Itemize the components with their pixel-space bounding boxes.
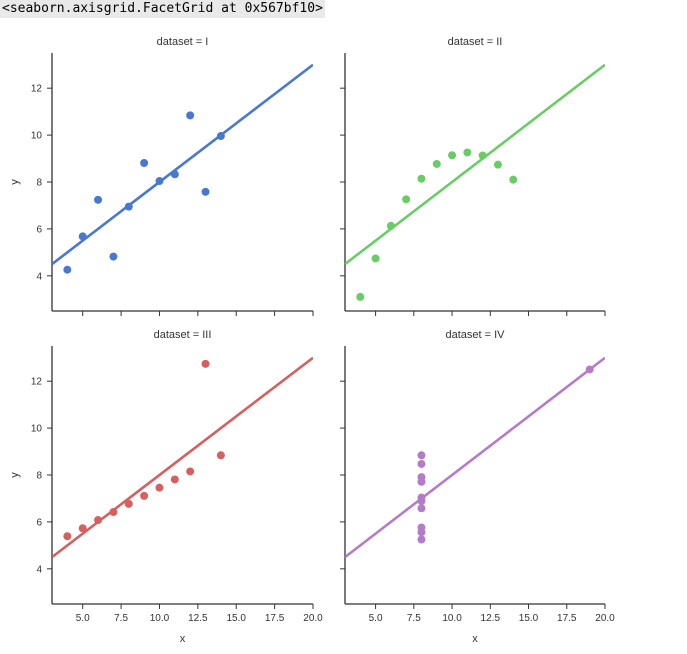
data-point [63, 532, 72, 541]
data-point [170, 170, 179, 179]
regression-line [52, 356, 313, 559]
data-point [78, 232, 87, 241]
y-axis-title: y [9, 472, 21, 478]
data-point [170, 475, 179, 484]
y-tick-label: 10 [31, 424, 43, 435]
data-point [124, 499, 133, 508]
y-tick-label: 6 [36, 517, 42, 528]
data-point [417, 174, 426, 183]
data-point [478, 151, 487, 160]
x-tick-label: 7.5 [407, 613, 421, 624]
regression-line [345, 63, 605, 266]
data-point [402, 195, 411, 204]
y-tick-label: 6 [36, 224, 42, 235]
y-axis-title: y [9, 179, 21, 185]
data-point [216, 132, 225, 141]
data-point [63, 265, 72, 274]
data-point [124, 202, 133, 211]
data-point [94, 516, 103, 525]
x-axis-title: x [472, 633, 478, 645]
data-point [448, 151, 457, 160]
panel-title: dataset = I [157, 36, 209, 48]
data-point [155, 483, 164, 492]
x-tick-label: 5.0 [369, 613, 383, 624]
data-point [140, 159, 149, 168]
data-point [417, 451, 426, 460]
x-tick-label: 15.0 [227, 613, 247, 624]
regression-line [52, 63, 313, 266]
x-tick-label: 7.5 [114, 613, 128, 624]
data-point [201, 187, 210, 196]
data-point [140, 491, 149, 500]
data-point [94, 195, 103, 204]
y-tick-label: 12 [31, 377, 43, 388]
x-tick-label: 12.5 [188, 613, 208, 624]
data-point [186, 111, 195, 120]
data-point [493, 160, 502, 169]
x-tick-label: 12.5 [481, 613, 501, 624]
y-tick-label: 8 [36, 471, 42, 482]
data-point [509, 175, 518, 184]
data-point [432, 159, 441, 168]
regression-line [345, 356, 605, 559]
x-tick-label: 10.0 [150, 613, 170, 624]
y-tick-label: 10 [31, 131, 43, 142]
x-tick-label: 15.0 [519, 613, 539, 624]
panel-3: 4 6 8 10 12 5.0 7.5 10.0 12.5 15.0 17.5 20.0 dataset… [9, 329, 323, 645]
y-tick-label: 12 [31, 84, 43, 95]
panel-4: 5.0 7.5 10.0 12.5 15.0 17.5 20.0 dataset = IV x [340, 329, 615, 645]
panel-title: dataset = II [448, 36, 503, 48]
y-tick-label: 8 [36, 178, 42, 189]
x-tick-label: 17.5 [557, 613, 577, 624]
data-point [585, 365, 594, 374]
x-tick-label: 17.5 [265, 613, 285, 624]
x-tick-label: 20.0 [303, 613, 323, 624]
x-axis-title: x [180, 633, 186, 645]
data-point [186, 467, 195, 476]
data-point [417, 528, 426, 537]
data-point [463, 148, 472, 157]
data-point [417, 459, 426, 468]
output-repr-text: <seaborn.axisgrid.FacetGrid at 0x567bf10… [0, 0, 325, 18]
data-point [386, 221, 395, 230]
data-point [356, 292, 365, 301]
data-point [417, 497, 426, 506]
panel-title: dataset = III [154, 329, 212, 341]
data-point [109, 252, 118, 261]
y-tick-label: 4 [36, 271, 42, 282]
data-point [417, 473, 426, 482]
panel-1: 4 6 8 10 12 dataset = I y [9, 36, 314, 316]
panel-2: dataset = II [340, 36, 606, 316]
y-tick-label: 4 [36, 564, 42, 575]
data-point [417, 504, 426, 513]
x-tick-label: 20.0 [595, 613, 615, 624]
data-point [371, 254, 380, 263]
x-tick-label: 10.0 [442, 613, 462, 624]
data-point [216, 451, 225, 460]
x-tick-label: 5.0 [76, 613, 90, 624]
data-point [417, 535, 426, 544]
data-point [109, 508, 118, 517]
data-point [201, 359, 210, 368]
panel-title: dataset = IV [445, 329, 505, 341]
data-point [78, 524, 87, 533]
data-point [155, 177, 164, 186]
